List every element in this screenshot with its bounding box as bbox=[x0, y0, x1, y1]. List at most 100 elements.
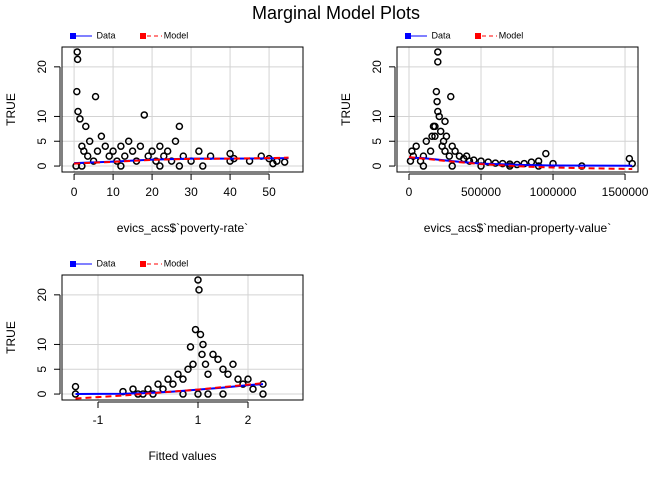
data-point bbox=[97, 132, 106, 141]
legend-swatch bbox=[475, 33, 481, 39]
y-tick-label: 20 bbox=[35, 288, 49, 302]
data-point bbox=[174, 370, 182, 378]
data-point bbox=[201, 360, 210, 369]
y-tick-label: 20 bbox=[370, 60, 384, 74]
data-point bbox=[204, 370, 212, 378]
legend-text: Model bbox=[164, 30, 189, 40]
data-point bbox=[542, 149, 550, 158]
data-point bbox=[73, 87, 81, 96]
data-point bbox=[432, 87, 441, 96]
fit-line bbox=[408, 156, 633, 167]
data-point bbox=[244, 375, 252, 383]
data-point bbox=[93, 147, 102, 155]
x-tick-label: 1000000 bbox=[530, 185, 577, 199]
data-point bbox=[156, 162, 164, 170]
data-point bbox=[249, 385, 257, 393]
data-point bbox=[431, 122, 439, 131]
y-axis-label: TRUE bbox=[339, 93, 353, 126]
legend-text: Data bbox=[431, 30, 450, 40]
data-point bbox=[199, 162, 207, 170]
x-tick-label: 0 bbox=[406, 185, 413, 199]
data-point bbox=[628, 159, 636, 168]
data-point bbox=[175, 122, 184, 131]
legend-text: Model bbox=[164, 258, 189, 268]
data-point bbox=[434, 107, 442, 116]
fit-line bbox=[74, 156, 289, 165]
data-point bbox=[412, 142, 420, 150]
plot-frame bbox=[396, 46, 639, 173]
legend-text: Model bbox=[499, 30, 524, 40]
data-point bbox=[156, 142, 164, 150]
data-point bbox=[164, 375, 172, 383]
data-point bbox=[83, 152, 92, 160]
data-point bbox=[154, 380, 162, 388]
y-tick-label: 10 bbox=[35, 337, 49, 351]
data-point bbox=[169, 380, 177, 388]
x-tick-label: 0 bbox=[71, 185, 78, 199]
data-point bbox=[171, 137, 180, 145]
data-point bbox=[191, 325, 200, 334]
data-point bbox=[198, 350, 206, 359]
data-point bbox=[89, 157, 98, 165]
data-point bbox=[76, 115, 84, 123]
y-tick-label: 5 bbox=[35, 366, 49, 373]
y-tick-label: 5 bbox=[370, 138, 384, 145]
data-point bbox=[105, 152, 113, 160]
data-point bbox=[121, 152, 129, 160]
data-point bbox=[199, 340, 207, 349]
data-point bbox=[234, 375, 242, 383]
plot-area bbox=[71, 276, 267, 400]
data-point bbox=[422, 137, 431, 145]
data-point bbox=[409, 152, 418, 160]
legend-text: Data bbox=[96, 30, 115, 40]
data-point bbox=[428, 132, 436, 141]
x-axis-label: Fitted values bbox=[148, 449, 216, 463]
data-point bbox=[226, 149, 234, 158]
data-point bbox=[71, 382, 80, 391]
data-point bbox=[74, 107, 82, 116]
data-point bbox=[224, 370, 232, 378]
data-point bbox=[434, 58, 442, 66]
data-point bbox=[101, 142, 110, 150]
panel: 0 10 20 30 40 50 0 5 10 20 Data Model evics_acs$`pov… bbox=[4, 30, 304, 235]
data-point bbox=[85, 137, 94, 145]
data-point bbox=[219, 390, 227, 398]
x-tick-label: 1 bbox=[195, 413, 202, 427]
data-point bbox=[451, 147, 459, 155]
legend-swatch bbox=[70, 33, 76, 39]
data-point bbox=[229, 360, 237, 369]
data-point bbox=[73, 55, 82, 64]
data-point bbox=[259, 390, 267, 398]
data-point bbox=[442, 132, 451, 141]
data-point bbox=[179, 375, 187, 383]
data-point bbox=[434, 48, 442, 56]
data-point bbox=[196, 330, 205, 339]
figure-title: Marginal Model Plots bbox=[252, 3, 420, 23]
data-point bbox=[82, 122, 90, 131]
data-point bbox=[204, 390, 212, 398]
x-tick-label: 30 bbox=[184, 185, 198, 199]
data-point bbox=[441, 117, 449, 126]
x-tick-label: 2 bbox=[245, 413, 252, 427]
data-point bbox=[175, 162, 184, 170]
data-point bbox=[194, 390, 202, 398]
data-point bbox=[148, 147, 156, 155]
data-point bbox=[128, 147, 137, 155]
data-point bbox=[184, 365, 192, 373]
y-axis-label: TRUE bbox=[4, 93, 18, 126]
data-point bbox=[140, 111, 149, 119]
data-point bbox=[117, 142, 125, 150]
data-point bbox=[431, 132, 439, 141]
fit-line bbox=[75, 382, 264, 400]
plot-frame bbox=[61, 46, 304, 173]
data-point bbox=[534, 157, 543, 165]
data-point bbox=[441, 147, 449, 155]
data-point bbox=[124, 137, 133, 145]
data-point bbox=[163, 147, 172, 155]
data-point bbox=[189, 360, 197, 369]
data-point bbox=[209, 350, 217, 359]
plot-area bbox=[406, 48, 636, 171]
